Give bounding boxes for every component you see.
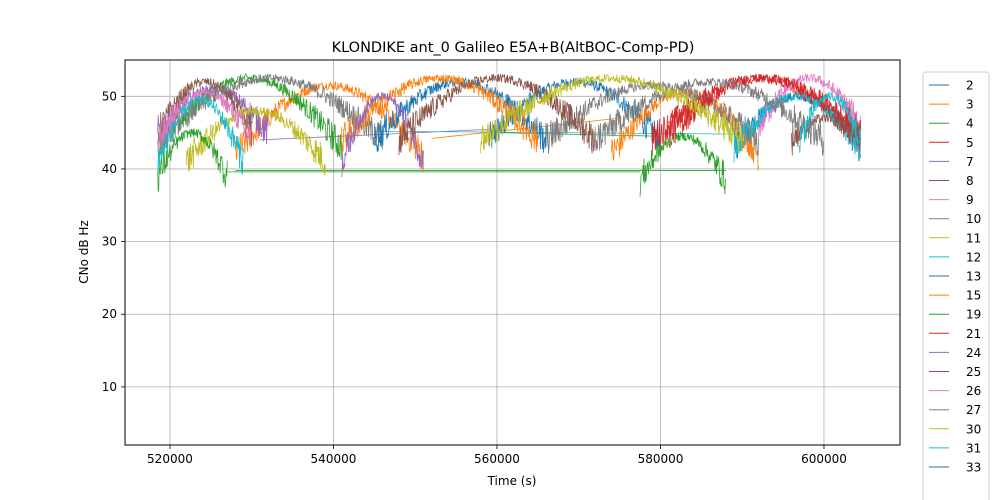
series-line-10	[545, 80, 759, 157]
legend-label-8: 8	[966, 174, 974, 188]
x-tick-label: 580000	[638, 452, 684, 466]
series-line-30	[480, 73, 743, 154]
legend-label-31: 31	[966, 441, 981, 455]
y-axis: 10 20 30 40 50	[102, 89, 125, 394]
legend-label-25: 25	[966, 365, 981, 379]
legend-label-33: 33	[966, 461, 981, 475]
legend-box	[922, 71, 990, 500]
legend-label-27: 27	[966, 403, 981, 417]
x-tick-label: 520000	[147, 452, 193, 466]
chart-title: KLONDIKE ant_0 Galileo E5A+B(AltBOC-Comp…	[332, 40, 695, 56]
y-tick-label: 40	[102, 162, 117, 176]
legend-label-12: 12	[966, 250, 981, 264]
series-line-10	[157, 73, 383, 153]
legend: 2 3 4 5 7 8 9 10 11 12 13 15 19 21 24 25 26 27 30 31 33	[922, 71, 990, 500]
y-axis-title: CNo dB Hz	[77, 220, 91, 284]
x-axis: 520000 540000 560000 580000 600000	[147, 445, 847, 466]
legend-label-10: 10	[966, 212, 981, 226]
legend-label-19: 19	[966, 308, 981, 322]
series-line-9	[758, 72, 862, 140]
series-line-11	[185, 106, 326, 176]
legend-label-2: 2	[966, 79, 974, 93]
series-line-12	[733, 91, 862, 163]
legend-label-30: 30	[966, 422, 981, 436]
x-tick-label: 560000	[474, 452, 520, 466]
legend-label-26: 26	[966, 384, 981, 398]
legend-label-5: 5	[966, 136, 974, 150]
plot-frame	[124, 59, 901, 446]
legend-label-4: 4	[966, 117, 974, 131]
legend-label-3: 3	[966, 98, 974, 112]
legend-label-13: 13	[966, 270, 981, 284]
legend-label-21: 21	[966, 327, 981, 341]
x-axis-title: Time (s)	[487, 474, 537, 488]
legend-label-15: 15	[966, 289, 981, 303]
legend-label-9: 9	[966, 193, 974, 207]
x-tick-label: 540000	[311, 452, 357, 466]
legend-label-24: 24	[966, 346, 981, 360]
series-line-19	[639, 131, 727, 197]
series-line-31	[799, 91, 862, 153]
x-tick-label: 600000	[801, 452, 847, 466]
y-tick-label: 30	[102, 235, 117, 249]
y-tick-label: 10	[102, 380, 117, 394]
series-line-27	[594, 77, 825, 156]
legend-label-7: 7	[966, 155, 974, 169]
legend-label-11: 11	[966, 231, 981, 245]
series-layer	[157, 72, 862, 197]
series-line-19	[157, 128, 228, 192]
series-line-31	[157, 94, 244, 175]
connector-line	[496, 132, 661, 137]
y-tick-label: 50	[102, 89, 117, 103]
series-line-15	[341, 74, 539, 154]
series-line-25	[398, 73, 596, 156]
series-line-26	[157, 88, 253, 151]
y-tick-label: 20	[102, 307, 117, 321]
